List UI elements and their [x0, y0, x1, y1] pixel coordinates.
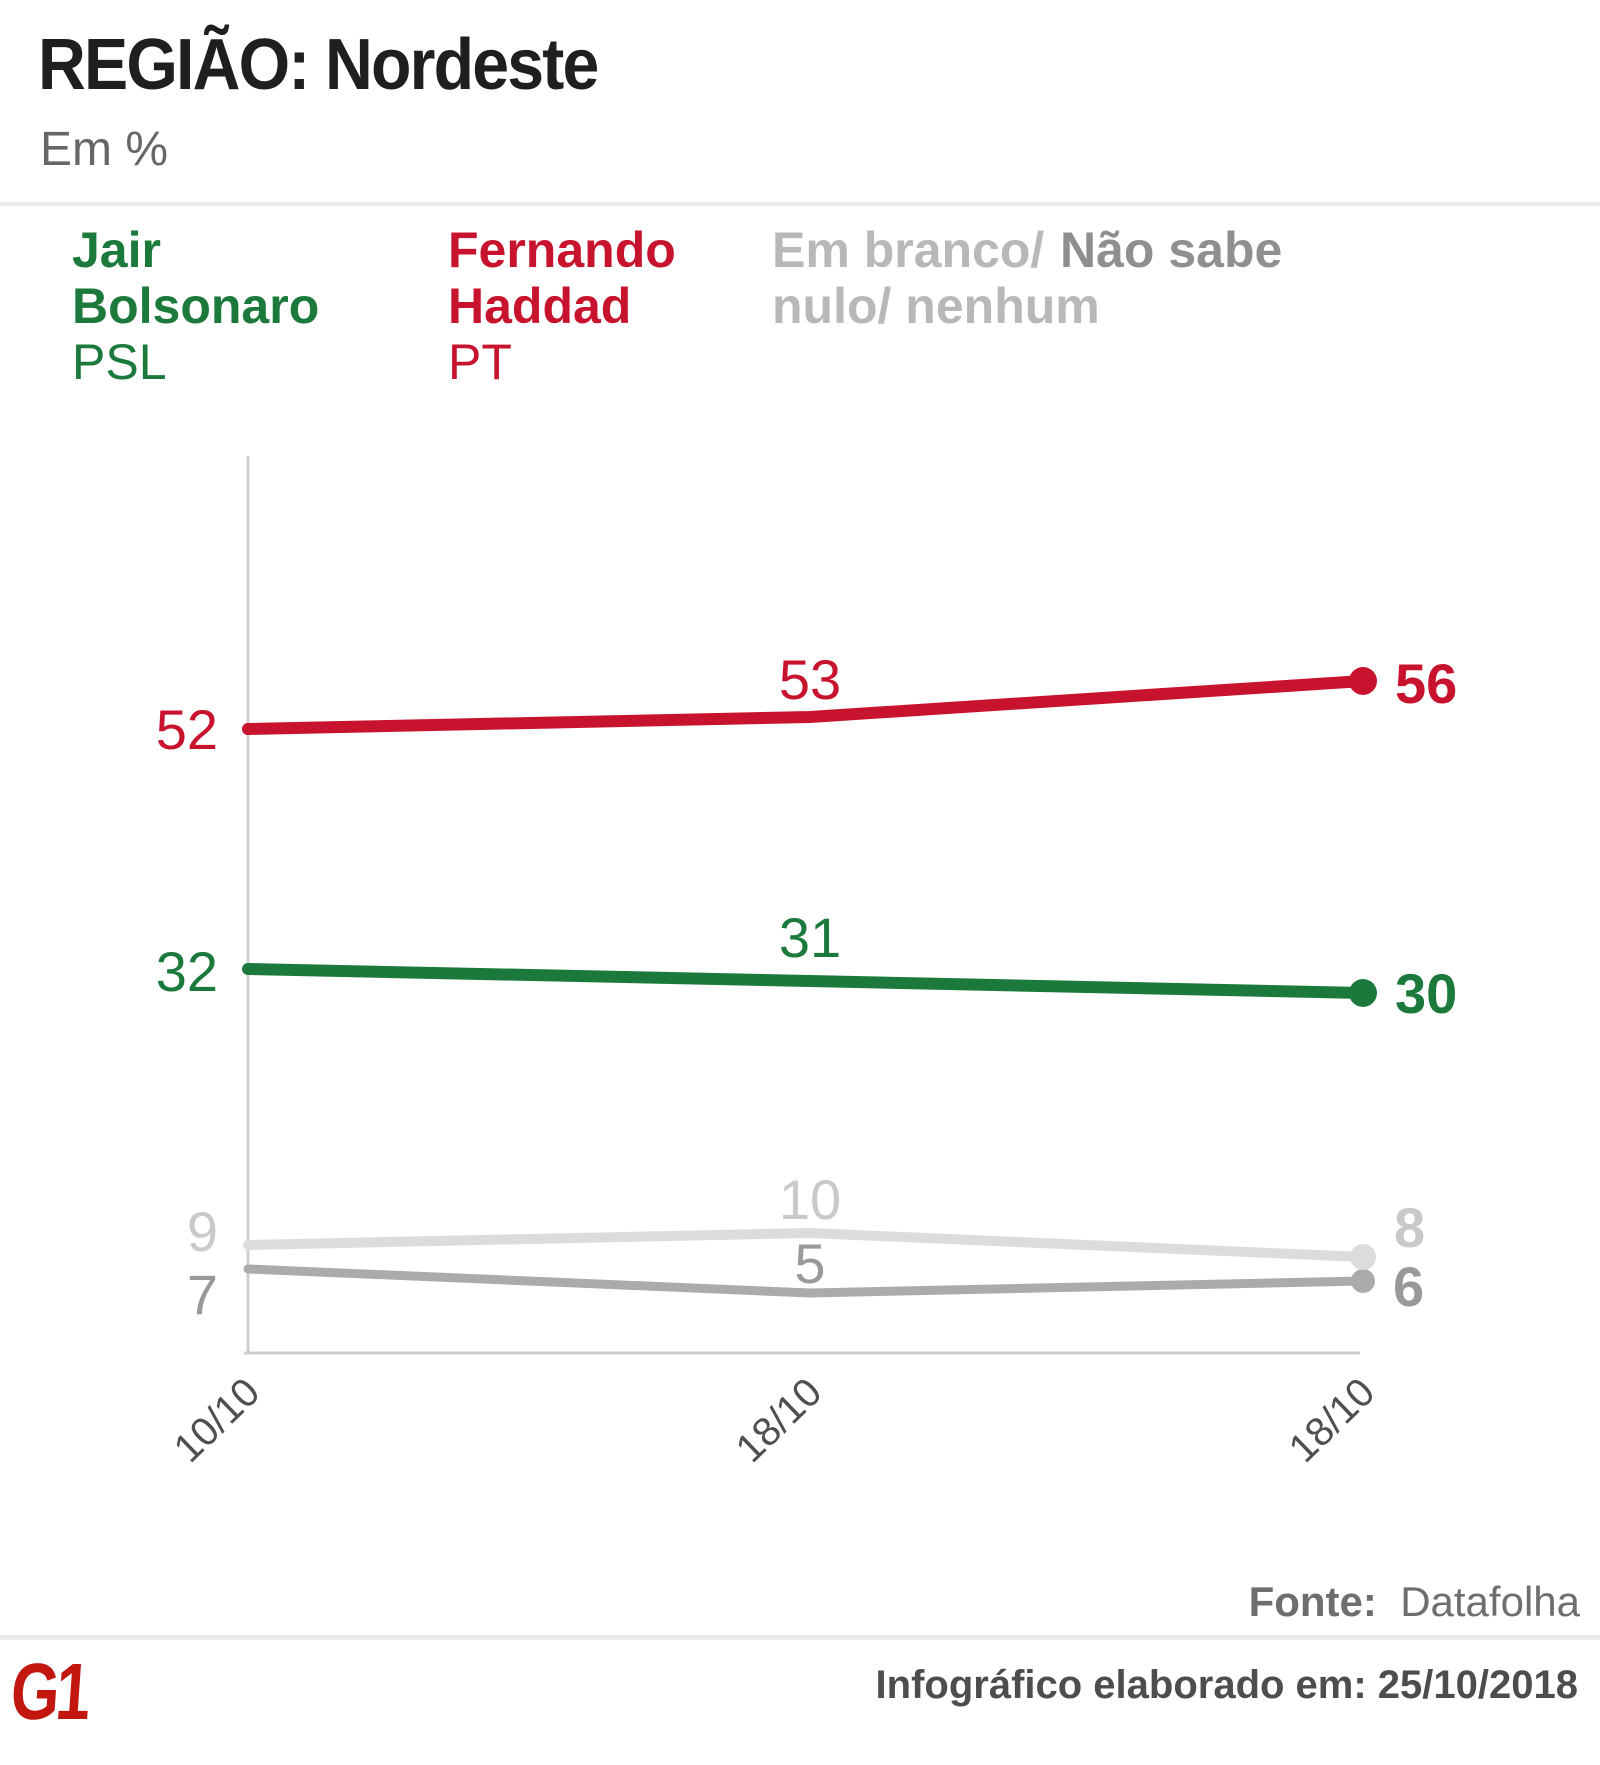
- legend-party-label: PT: [448, 334, 512, 390]
- svg-text:10: 10: [779, 1168, 841, 1231]
- legend-name-line: Bolsonaro: [72, 278, 320, 334]
- source-value-text: Datafolha: [1400, 1578, 1580, 1625]
- source-note: Fonte: Datafolha: [1249, 1578, 1580, 1626]
- svg-text:52: 52: [156, 698, 218, 761]
- legend-name-line: nulo/ nenhum: [772, 278, 1100, 334]
- svg-text:6: 6: [1393, 1255, 1424, 1318]
- legend-name-line: Não sabe: [1060, 222, 1283, 278]
- svg-text:30: 30: [1395, 962, 1457, 1025]
- svg-text:8: 8: [1394, 1196, 1425, 1259]
- legend-name-line: Jair: [72, 222, 161, 278]
- svg-text:5: 5: [794, 1232, 825, 1295]
- legend-party-label: PSL: [72, 334, 167, 390]
- header-divider: [0, 202, 1600, 206]
- source-label: Fonte:: [1248, 1578, 1377, 1625]
- svg-text:56: 56: [1395, 652, 1457, 715]
- legend-item-branco-nulo: Em branco/ nulo/ nenhum: [772, 222, 1100, 334]
- svg-text:10/10: 10/10: [166, 1370, 269, 1471]
- footer-note: Infográfico elaborado em: 25/10/2018: [875, 1663, 1578, 1707]
- svg-text:7: 7: [187, 1263, 218, 1326]
- legend-item-bolsonaro: Jair Bolsonaro PSL: [72, 222, 319, 390]
- page-subtitle: Em %: [40, 123, 169, 176]
- g1-logo: G1: [8, 1647, 90, 1736]
- legend-name-line: Fernando: [448, 222, 676, 278]
- legend-item-nao-sabe: Não sabe: [1060, 222, 1282, 278]
- legend-name-line: Em branco/: [772, 222, 1045, 278]
- legend-name-line: Haddad: [448, 278, 632, 334]
- svg-text:9: 9: [187, 1200, 218, 1263]
- source-value: [1389, 1578, 1401, 1625]
- svg-text:31: 31: [779, 906, 841, 969]
- page-title: REGIÃO: Nordeste: [38, 25, 599, 105]
- footer-divider: [0, 1635, 1600, 1640]
- svg-text:18/10: 18/10: [1281, 1370, 1384, 1471]
- svg-text:32: 32: [156, 940, 218, 1003]
- svg-text:18/10: 18/10: [728, 1370, 831, 1471]
- svg-text:53: 53: [779, 648, 841, 711]
- legend-item-haddad: Fernando Haddad PT: [448, 222, 676, 390]
